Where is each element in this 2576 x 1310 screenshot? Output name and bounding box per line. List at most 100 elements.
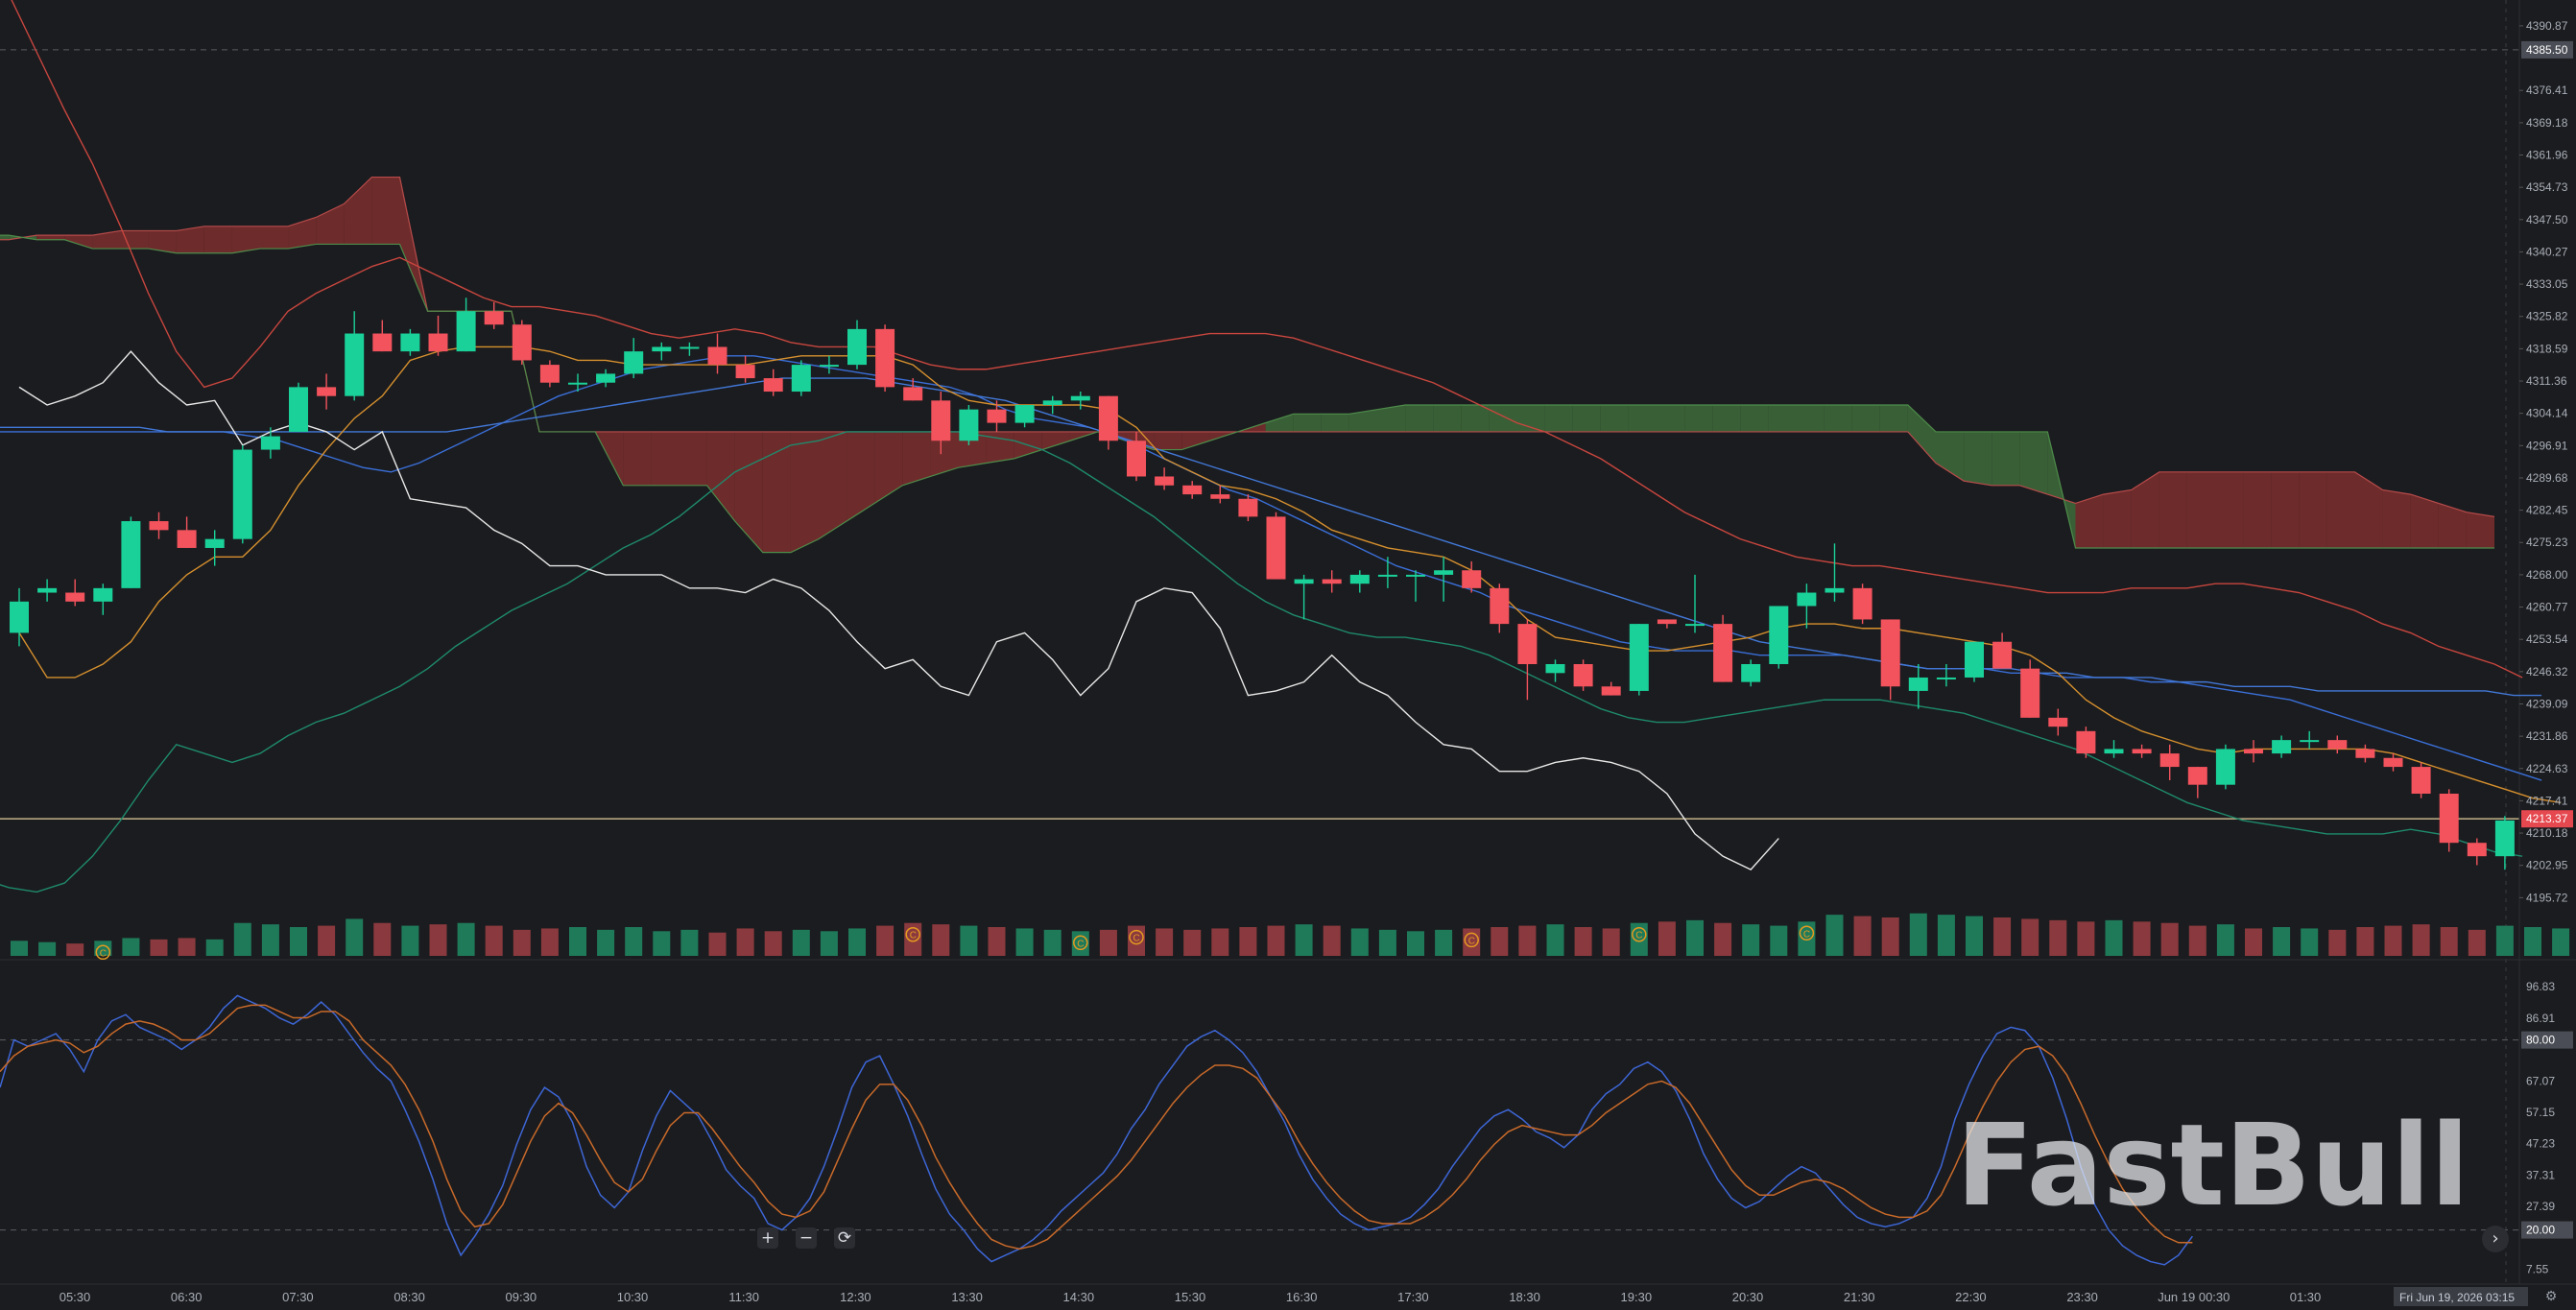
cloud-segment <box>2410 494 2439 548</box>
reset-view-button[interactable]: ⟳ <box>834 1227 855 1249</box>
cloud-segment <box>1348 409 1377 432</box>
time-tick-label: 23:30 <box>2066 1290 2098 1304</box>
time-axis[interactable]: 05:30 06:30 07:30 08:30 09:30 10:30 11:30 12:30… <box>60 1290 2322 1304</box>
volume-bar <box>848 928 866 956</box>
candle-body <box>791 365 811 393</box>
volume-bar <box>2468 929 2486 956</box>
volume-bar <box>1574 927 1592 956</box>
cloud-segment <box>623 431 652 486</box>
volume-bar <box>1853 916 1872 956</box>
current-datetime-label: Fri Jun 19, 2026 03:15 <box>2394 1287 2528 1306</box>
cloud-segment <box>2299 471 2327 548</box>
cloud-segment <box>762 431 791 553</box>
volume-event-marker-circle <box>1073 935 1088 951</box>
settings-icon[interactable]: ⚙ <box>2544 1289 2558 1304</box>
cloud-segment <box>1796 405 1825 432</box>
cloud-segment <box>2466 512 2494 548</box>
volume-event-marker-label: C <box>1803 929 1810 940</box>
price-tick-label: 4296.91 <box>2526 439 2568 452</box>
candle-body <box>10 601 29 633</box>
cloud-segment <box>2243 471 2272 548</box>
volume-bar <box>261 924 279 956</box>
cloud-segment <box>1879 405 1908 432</box>
cloud-segment <box>1377 405 1406 432</box>
candle-body <box>2215 749 2235 785</box>
price-axis[interactable]: 4390.87 4376.41 4369.18 4361.96 4354.73 4347.… <box>2519 19 2573 1276</box>
volume-event-marker-label: C <box>1468 936 1475 946</box>
last-price-badge: 4213.37 <box>2526 812 2568 825</box>
candle-body <box>680 346 700 349</box>
candle-body <box>2187 767 2207 785</box>
cloud-segment <box>203 226 232 253</box>
scroll-right-button[interactable]: › <box>2482 1226 2509 1252</box>
price-tick-label: 4347.50 <box>2526 213 2568 226</box>
candle-body <box>1406 574 1425 577</box>
candle-body <box>484 311 504 325</box>
candle-body <box>1042 400 1062 405</box>
candle-body <box>1713 624 1733 682</box>
volume-bar <box>540 928 559 956</box>
candle-body <box>903 387 923 401</box>
volume-bar <box>1435 929 1453 956</box>
volume-bars: C C C C C C C <box>11 913 2570 961</box>
stochastic-tick-label: 7.55 <box>2526 1263 2549 1276</box>
volume-bar <box>1491 927 1509 956</box>
cloud-segment <box>2326 471 2355 548</box>
cloud-segment <box>1041 431 1070 450</box>
volume-bar <box>2105 919 2123 956</box>
volume-bar <box>233 922 251 956</box>
cloud-segment <box>9 235 37 240</box>
volume-bar <box>2356 927 2374 956</box>
candle-body <box>1992 641 2013 669</box>
stochastic-tick-label: 86.91 <box>2526 1012 2555 1025</box>
candle-body <box>177 530 197 548</box>
candle-body <box>1741 664 1761 682</box>
candle-body <box>2300 740 2320 743</box>
top-marker-badge: 4385.50 <box>2526 43 2568 57</box>
volume-bar <box>2216 924 2234 956</box>
candle-body <box>1098 395 1118 441</box>
volume-bar <box>1183 929 1202 956</box>
candle-body <box>1294 579 1314 584</box>
candle-body <box>2076 730 2096 754</box>
volume-bar <box>1742 924 1760 956</box>
volume-bar <box>1128 925 1145 956</box>
candle-body <box>400 333 420 352</box>
volume-bar <box>1966 916 1983 956</box>
candle-body <box>260 436 280 450</box>
candle-body <box>2411 767 2431 794</box>
cloud-segment <box>260 226 289 250</box>
candle-body <box>875 328 895 388</box>
time-tick-label: 09:30 <box>506 1290 537 1304</box>
cloud-segment <box>2438 503 2467 548</box>
volume-bar <box>1518 925 1537 956</box>
zoom-out-button[interactable]: − <box>796 1227 817 1249</box>
cloud-segment <box>1712 405 1741 432</box>
cloud-segment <box>706 431 735 522</box>
volume-bar <box>94 941 112 956</box>
cloud-segment <box>2354 471 2383 548</box>
candle-body <box>1127 441 1146 477</box>
volume-event-marker-label: C <box>1133 934 1140 944</box>
candle-body <box>1182 485 1203 495</box>
price-tick-label: 4369.18 <box>2526 116 2568 130</box>
price-tick-label: 4354.73 <box>2526 180 2568 194</box>
candle-body <box>2355 749 2375 758</box>
cloud-segment <box>2019 431 2048 495</box>
zoom-in-button[interactable]: + <box>757 1227 778 1249</box>
candle-body <box>959 409 979 441</box>
current-datetime-text: Fri Jun 19, 2026 03:15 <box>2399 1291 2515 1304</box>
volume-bar <box>1798 921 1816 956</box>
volume-bar <box>1043 929 1061 956</box>
volume-event-marker-circle <box>1464 932 1479 948</box>
cloud-segment <box>231 226 260 253</box>
cloud-segment <box>1628 405 1657 432</box>
cloud-segment <box>2103 489 2132 548</box>
stochastic-tick-label: 67.07 <box>2526 1074 2555 1087</box>
candlesticks <box>10 298 2515 870</box>
volume-bar <box>1350 928 1369 956</box>
volume-bar <box>2133 921 2151 956</box>
kijun-line <box>0 377 2542 697</box>
volume-bar <box>597 929 615 956</box>
